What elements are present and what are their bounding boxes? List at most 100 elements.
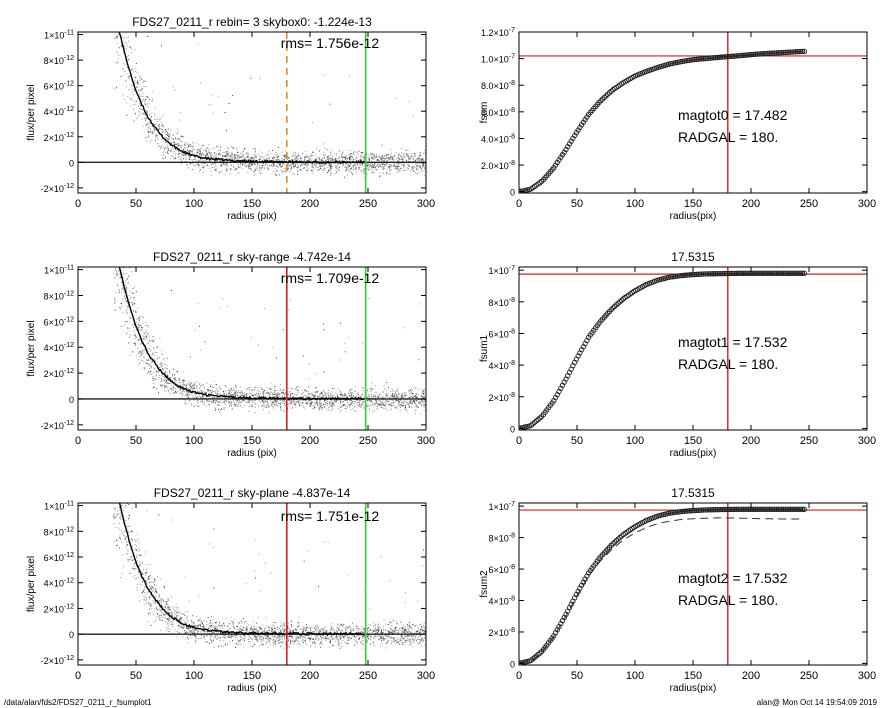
x-tick-label: 50: [130, 670, 142, 682]
y-axis-label: flux/per pixel: [26, 320, 37, 376]
x-tick-label: 50: [571, 435, 583, 447]
x-tick-label: 100: [626, 198, 644, 210]
points-dark: [112, 503, 426, 649]
y-tick-label: 6×10-8: [488, 328, 515, 339]
x-tick-label: 200: [742, 670, 760, 682]
y-tick-label: 2×10-12: [44, 603, 75, 614]
profile-line: [118, 267, 366, 401]
profile-line: [118, 32, 367, 165]
x-tick-label: 50: [130, 435, 142, 447]
x-tick-label: 150: [684, 435, 702, 447]
x-tick-label: 0: [516, 670, 522, 682]
y-tick-label: 2×10-8: [488, 627, 515, 638]
y-tick-label: 8×10-8: [488, 297, 515, 308]
y-tick-label: 8×10-8: [488, 533, 515, 544]
plot-area: [519, 503, 867, 665]
x-tick-label: 150: [684, 670, 702, 682]
y-tick-label: 1×10-11: [44, 265, 74, 276]
chart-title: FDS27_0211_r sky-plane -4.837e-14: [154, 486, 351, 500]
y-tick-label: 0: [510, 188, 515, 198]
plot-area: [78, 32, 426, 193]
curve-text-2: RADGAL = 180.: [678, 592, 778, 608]
y-tick-label: 0: [69, 158, 74, 168]
x-tick-label: 250: [359, 435, 377, 447]
panel-6: magtot2 = 17.532 RADGAL = 180. 0 50 100 150 20…: [479, 486, 876, 694]
panel-1: rms= 1.756e-12 0 50 100 150 200 250 300 -2×10-12…: [26, 15, 435, 222]
y-tick-label: 1×10-11: [44, 501, 74, 512]
rms-annotation: rms= 1.709e-12: [281, 270, 380, 286]
y-tick-label: 0: [69, 630, 74, 640]
x-axis-label: radius (pix): [227, 683, 276, 694]
x-tick-label: 0: [75, 198, 81, 210]
y-tick-label: 1×10-11: [44, 30, 74, 41]
y-tick-label: 2.0×10-8: [481, 160, 515, 171]
panel-2: magtot0 = 17.482 RADGAL = 180. 0 50 100 150 20…: [479, 27, 876, 222]
y-tick-label: 8.0×10-8: [481, 80, 515, 91]
y-tick-label: 4×10-8: [488, 360, 515, 371]
curve-markers: [519, 270, 808, 430]
y-tick-label: 1×10-7: [488, 265, 515, 276]
x-axis-label: radius(pix): [670, 211, 717, 222]
chart-title: 17.5315: [671, 250, 715, 264]
y-tick-label: -2×10-12: [41, 420, 75, 431]
x-tick-label: 100: [185, 435, 203, 447]
x-tick-label: 300: [417, 435, 435, 447]
y-tick-label: 4×10-12: [44, 106, 75, 117]
x-tick-label: 100: [626, 670, 644, 682]
chart-title: FDS27_0211_r rebin= 3 skybox0: -1.224e-1…: [132, 15, 372, 29]
x-tick-label: 100: [626, 435, 644, 447]
fsum-curve: [519, 506, 808, 665]
y-tick-label: -2×10-12: [41, 655, 75, 666]
y-tick-label: 6×10-8: [488, 564, 515, 575]
rms-annotation: rms= 1.751e-12: [281, 508, 380, 524]
panel-3: rms= 1.709e-12 0 50 100 150 200 250 300 -2×10-12…: [26, 250, 435, 459]
y-tick-label: 6×10-12: [44, 81, 75, 92]
y-tick-label: 1.0×10-7: [481, 54, 515, 65]
y-tick-label: 8×10-12: [44, 526, 75, 537]
y-tick-label: 4.0×10-8: [481, 133, 515, 144]
x-tick-label: 150: [243, 435, 261, 447]
profile-line: [118, 503, 366, 636]
y-tick-label: 6.0×10-8: [481, 107, 515, 118]
y-tick-label: 6×10-12: [44, 316, 75, 327]
x-tick-label: 300: [858, 435, 876, 447]
x-tick-label: 200: [742, 198, 760, 210]
panel-4: magtot1 = 17.532 RADGAL = 180. 0 50 100 150 20…: [479, 250, 876, 459]
y-tick-label: 2×10-12: [44, 368, 75, 379]
y-tick-label: 8×10-12: [44, 55, 75, 66]
curve-text-1: magtot1 = 17.532: [678, 334, 788, 350]
y-tick-label: 4×10-12: [44, 578, 75, 589]
x-tick-label: 200: [742, 435, 760, 447]
x-tick-label: 50: [130, 198, 142, 210]
y-tick-label: 0: [510, 424, 515, 434]
y-axis-label: fsum2: [479, 570, 490, 598]
rms-annotation: rms= 1.756e-12: [281, 35, 380, 51]
x-axis-label: radius (pix): [227, 211, 276, 222]
plot-frame: [77, 502, 427, 666]
x-tick-label: 0: [75, 435, 81, 447]
x-tick-label: 250: [800, 670, 818, 682]
y-axis-label: fsum1: [479, 334, 490, 362]
chart-title: FDS27_0211_r sky-range -4.742e-14: [153, 250, 351, 264]
fsum-curve: [519, 270, 808, 430]
curve-text-1: magtot2 = 17.532: [678, 570, 788, 586]
plot-area: [519, 32, 867, 193]
x-axis-label: radius (pix): [227, 448, 276, 459]
dashed-curve: [519, 517, 805, 664]
y-tick-label: 2×10-12: [44, 132, 75, 143]
x-tick-label: 250: [800, 198, 818, 210]
y-axis-label: flux/per pixel: [26, 556, 37, 612]
x-tick-label: 150: [243, 670, 261, 682]
x-tick-label: 100: [185, 670, 203, 682]
y-tick-label: 8×10-12: [44, 290, 75, 301]
x-tick-label: 300: [417, 670, 435, 682]
y-tick-label: 4×10-12: [44, 342, 75, 353]
curve-text-2: RADGAL = 180.: [678, 129, 778, 145]
plot-area: [78, 503, 426, 665]
x-tick-label: 300: [858, 198, 876, 210]
plot-frame: [77, 31, 427, 194]
y-tick-label: 1×10-7: [488, 501, 515, 512]
x-tick-label: 0: [516, 198, 522, 210]
x-tick-label: 300: [858, 670, 876, 682]
